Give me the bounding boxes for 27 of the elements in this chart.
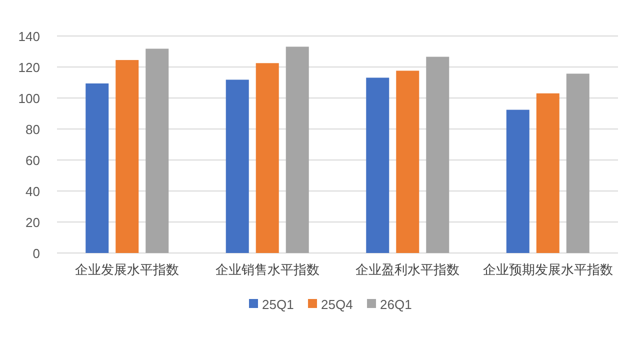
- x-tick-label: 企业预期发展水平指数: [482, 262, 613, 277]
- legend-label: 25Q1: [262, 297, 294, 312]
- bar: [366, 78, 390, 253]
- y-tick-label: 60: [26, 153, 40, 168]
- bar: [116, 60, 139, 253]
- bar: [426, 56, 450, 253]
- bar: [256, 63, 279, 253]
- bar: [146, 48, 169, 253]
- x-tick-label: 企业发展水平指数: [75, 262, 180, 277]
- y-tick-label: 0: [32, 246, 40, 261]
- legend-label: 25Q4: [321, 297, 353, 312]
- bar: [86, 83, 109, 253]
- x-tick-label: 企业盈利水平指数: [356, 262, 460, 277]
- bar: [506, 110, 530, 253]
- y-tick-label: 100: [18, 91, 40, 106]
- bar: [286, 46, 309, 253]
- y-tick-label: 140: [18, 29, 40, 44]
- bar: [396, 70, 420, 253]
- y-tick-label: 120: [18, 60, 40, 75]
- bar: [566, 74, 590, 253]
- x-tick-label: 企业销售水平指数: [215, 262, 320, 277]
- bar: [536, 93, 560, 253]
- bar: [226, 80, 249, 253]
- legend-label: 26Q1: [380, 297, 412, 312]
- y-tick-label: 20: [26, 215, 40, 230]
- y-tick-label: 80: [26, 122, 40, 137]
- y-tick-label: 40: [26, 184, 40, 199]
